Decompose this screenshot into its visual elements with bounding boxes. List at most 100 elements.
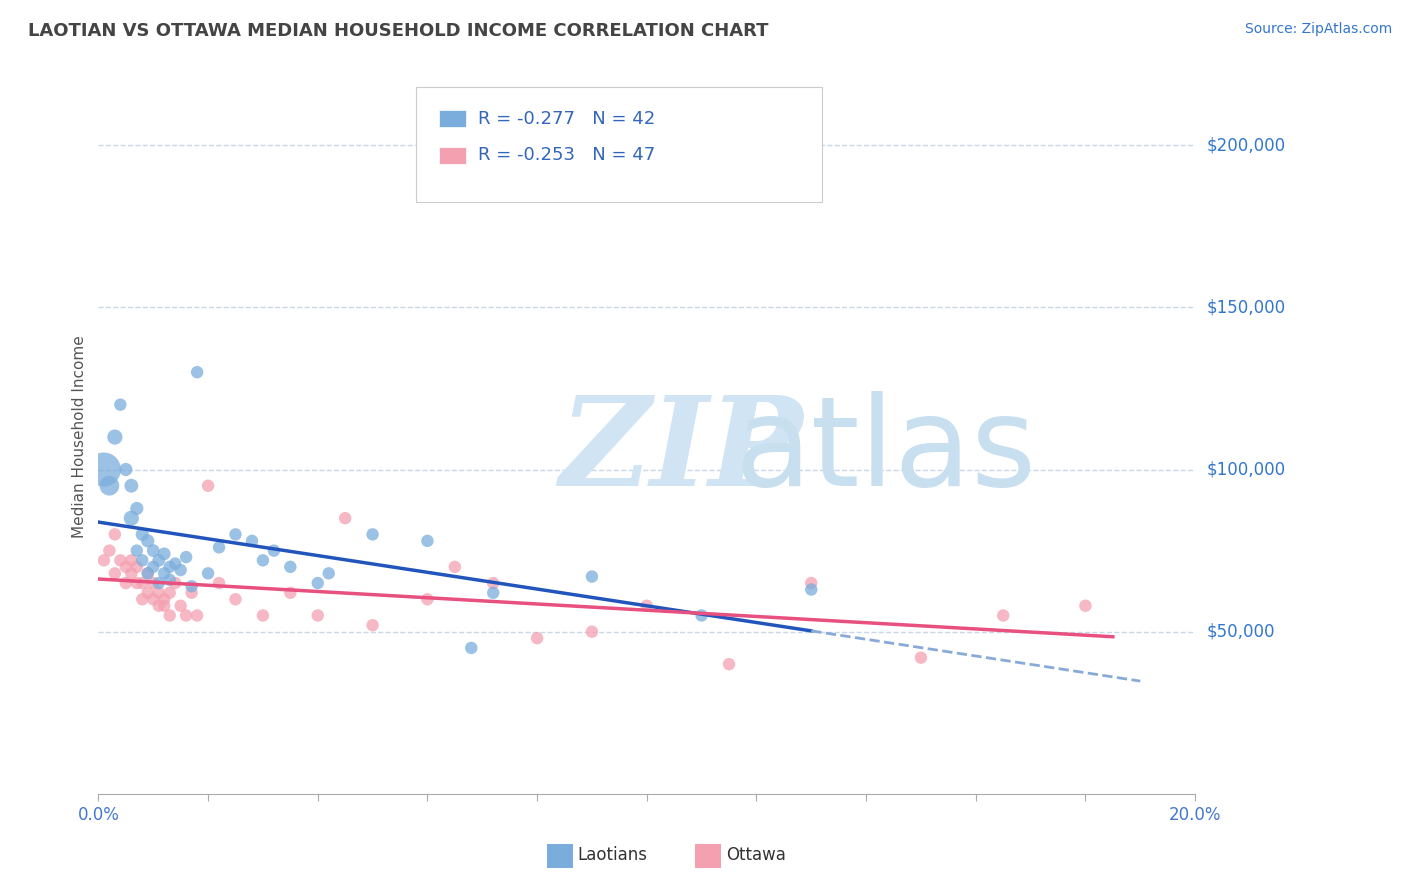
Point — [136, 586, 159, 600]
Point — [131, 527, 153, 541]
Point — [125, 559, 148, 574]
Point — [482, 586, 505, 600]
Point — [148, 586, 170, 600]
FancyBboxPatch shape — [440, 111, 465, 128]
Point — [153, 566, 176, 581]
Point — [444, 559, 467, 574]
Point — [115, 559, 138, 574]
Point — [526, 631, 548, 645]
Point — [136, 533, 159, 548]
Point — [159, 559, 181, 574]
Point — [148, 599, 170, 613]
Point — [174, 550, 197, 565]
Point — [120, 566, 142, 581]
Point — [125, 576, 148, 591]
Point — [361, 618, 384, 632]
Point — [581, 569, 603, 583]
Point — [307, 608, 329, 623]
Point — [174, 608, 197, 623]
Point — [120, 479, 142, 493]
Point — [131, 576, 153, 591]
Point — [148, 576, 170, 591]
Point — [98, 543, 121, 558]
Point — [98, 479, 121, 493]
Text: R = -0.277   N = 42: R = -0.277 N = 42 — [478, 110, 655, 128]
FancyBboxPatch shape — [440, 146, 465, 164]
Point — [120, 511, 142, 525]
Point — [280, 559, 302, 574]
Point — [416, 533, 439, 548]
Point — [307, 576, 329, 591]
Point — [115, 462, 138, 476]
Point — [581, 624, 603, 639]
Point — [159, 573, 181, 587]
Point — [208, 541, 231, 555]
Point — [208, 576, 231, 591]
Point — [460, 640, 482, 655]
Point — [225, 527, 247, 541]
Point — [131, 553, 153, 567]
Point — [335, 511, 357, 525]
Point — [136, 566, 159, 581]
Point — [142, 543, 165, 558]
Point — [993, 608, 1015, 623]
Point — [197, 479, 219, 493]
Text: ZIP: ZIP — [560, 391, 803, 512]
Point — [93, 462, 115, 476]
Point — [482, 576, 505, 591]
Point — [180, 586, 202, 600]
Point — [104, 527, 127, 541]
Point — [1074, 599, 1097, 613]
Point — [252, 553, 274, 567]
Point — [159, 586, 181, 600]
Point — [159, 608, 181, 623]
Point — [170, 599, 193, 613]
Point — [690, 608, 713, 623]
Point — [142, 592, 165, 607]
Point — [361, 527, 384, 541]
Text: Source: ZipAtlas.com: Source: ZipAtlas.com — [1244, 22, 1392, 37]
Point — [197, 566, 219, 581]
Point — [93, 553, 115, 567]
Text: $200,000: $200,000 — [1206, 136, 1285, 154]
Point — [165, 557, 187, 571]
Point — [186, 365, 208, 379]
Text: $150,000: $150,000 — [1206, 298, 1285, 317]
Point — [125, 501, 148, 516]
Point — [186, 608, 208, 623]
Text: LAOTIAN VS OTTAWA MEDIAN HOUSEHOLD INCOME CORRELATION CHART: LAOTIAN VS OTTAWA MEDIAN HOUSEHOLD INCOM… — [28, 22, 769, 40]
Point — [416, 592, 439, 607]
FancyBboxPatch shape — [416, 87, 823, 202]
Point — [153, 592, 176, 607]
Point — [252, 608, 274, 623]
Point — [153, 599, 176, 613]
Point — [910, 650, 932, 665]
Text: atlas: atlas — [734, 391, 1036, 512]
Text: R = -0.253   N = 47: R = -0.253 N = 47 — [478, 146, 655, 164]
Point — [263, 543, 285, 558]
Text: $50,000: $50,000 — [1206, 623, 1275, 640]
Point — [104, 430, 127, 444]
Point — [318, 566, 340, 581]
Point — [136, 566, 159, 581]
Text: $100,000: $100,000 — [1206, 460, 1285, 478]
Text: Laotians: Laotians — [578, 846, 648, 863]
Point — [800, 576, 823, 591]
Y-axis label: Median Household Income: Median Household Income — [72, 335, 87, 539]
Point — [125, 543, 148, 558]
Point — [148, 553, 170, 567]
FancyBboxPatch shape — [547, 844, 574, 868]
Point — [142, 576, 165, 591]
Point — [142, 559, 165, 574]
Point — [718, 657, 741, 672]
FancyBboxPatch shape — [695, 844, 721, 868]
Point — [180, 579, 202, 593]
Point — [110, 398, 132, 412]
Point — [120, 553, 142, 567]
Point — [153, 547, 176, 561]
Point — [240, 533, 263, 548]
Point — [170, 563, 193, 577]
Point — [800, 582, 823, 597]
Point — [280, 586, 302, 600]
Point — [110, 553, 132, 567]
